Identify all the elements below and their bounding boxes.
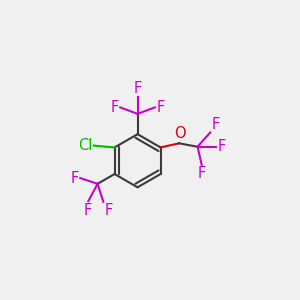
Text: F: F (156, 100, 164, 115)
Text: F: F (111, 100, 119, 115)
Text: F: F (70, 171, 79, 186)
Text: F: F (217, 139, 225, 154)
Text: F: F (198, 166, 206, 181)
Text: F: F (134, 81, 142, 96)
Text: Cl: Cl (78, 138, 92, 153)
Text: F: F (104, 203, 112, 218)
Text: O: O (174, 125, 185, 140)
Text: F: F (212, 117, 220, 132)
Text: F: F (83, 202, 92, 217)
